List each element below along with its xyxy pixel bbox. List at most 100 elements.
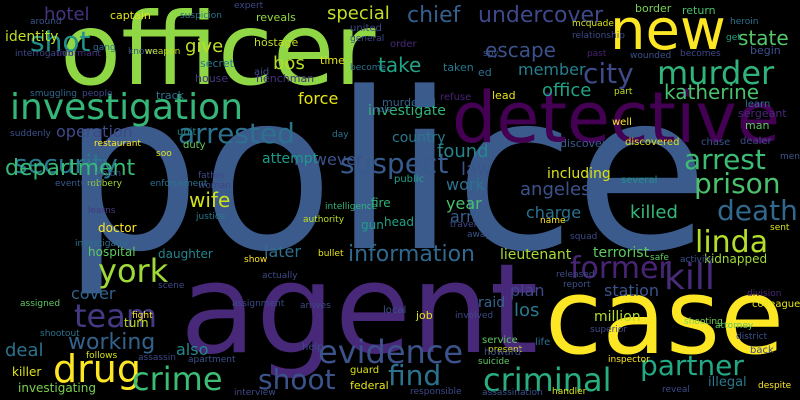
word-activity: activity [680, 255, 714, 265]
word-attempt: attempt [262, 151, 319, 167]
word-investigation: investigation [10, 87, 244, 128]
word-drug: drug [53, 347, 141, 391]
word-daughter: daughter [158, 247, 213, 261]
word-becomes: becomes [680, 49, 721, 59]
word-local: local [383, 305, 407, 316]
word-federal: federal [350, 379, 389, 392]
word-hotel: hotel [44, 4, 90, 25]
word-people: people [82, 89, 113, 99]
word-weapon: weapon [145, 47, 181, 57]
word-working: working [68, 330, 156, 355]
word-learn: learn [745, 99, 771, 110]
word-squad: squad [570, 232, 598, 242]
word-take: take [378, 53, 422, 77]
word-shoot: shoot [258, 363, 336, 396]
word-arrest: arrest [684, 143, 766, 176]
word-new: new [610, 0, 726, 63]
word-get: get [726, 33, 741, 43]
word-including: including [547, 166, 611, 182]
word-known: known [128, 47, 158, 57]
word-identity: identity [5, 29, 59, 45]
word-duty: duty [183, 140, 206, 151]
word-assassin: assassin [138, 353, 176, 363]
word-sent: sent [770, 223, 790, 233]
word-division: division [747, 289, 782, 299]
word-undercover: undercover [478, 3, 604, 28]
word-shooting: shooting [684, 317, 723, 327]
word-eventually: eventually [55, 179, 103, 189]
word-found: found [437, 141, 489, 162]
word-help: help [302, 342, 324, 353]
word-district: district [736, 332, 768, 342]
word-robbery: robbery [87, 179, 122, 189]
word-case: case [545, 256, 785, 378]
word-force: force [298, 89, 339, 108]
word-wounded: wounded [630, 51, 672, 61]
word-police: police [62, 47, 709, 300]
word-charge: charge [526, 203, 582, 222]
word-aid: aid [254, 67, 270, 78]
word-doctor: doctor [98, 221, 137, 235]
word-around: around [30, 17, 62, 27]
word-begin: begin [750, 44, 781, 57]
word-inspector: inspector [608, 355, 650, 365]
word-partner: partner [640, 349, 744, 382]
word-investigating: investigating [18, 381, 96, 395]
word-order: order [390, 39, 417, 50]
word-agent: agent [180, 238, 539, 382]
word-law: law [461, 159, 492, 180]
word-find: find [388, 359, 442, 392]
word-shot: shot [30, 25, 91, 58]
word-officer: officer [60, 0, 376, 108]
word-gang: gang [93, 43, 116, 53]
word-away: away [467, 230, 491, 240]
word-special: special [327, 3, 390, 24]
word-murder: murder [657, 54, 775, 92]
word-turn: turn [124, 316, 149, 330]
word-chief: chief [407, 3, 461, 28]
word-information: information [348, 242, 475, 267]
word-back: back [750, 345, 774, 356]
word-secret: secret [200, 57, 234, 70]
word-cover: cover [71, 284, 116, 303]
word-terrorist: terrorist [593, 245, 650, 261]
word-restaurant: restaurant [94, 139, 141, 149]
word-public: public [394, 174, 425, 185]
word-reveals: reveals [256, 11, 296, 24]
word-murdered: murdered [382, 96, 436, 109]
word-justice: justice [196, 212, 226, 222]
word-border: border [635, 2, 672, 15]
word-death: death [717, 194, 798, 227]
word-union: union [96, 169, 122, 179]
word-suspicion: suspicion [180, 11, 222, 21]
word-also: also [176, 340, 209, 359]
word-work: work [446, 175, 485, 194]
word-arm: arm [450, 207, 482, 226]
word-investigator: investigator [75, 239, 129, 249]
word-angeles: angeles [520, 179, 591, 200]
word-investigate: investigate [368, 103, 446, 119]
word-wife: wife [189, 188, 231, 212]
word-attorney: attorney [715, 321, 754, 331]
word-york: york [98, 252, 169, 290]
word-however: however [294, 150, 363, 169]
word-life: life [535, 337, 551, 348]
word-plan: plan [510, 281, 545, 300]
word-killer: killer [12, 365, 42, 379]
word-become: become [350, 63, 387, 73]
word-enforcement: enforcement [150, 179, 208, 189]
word-relationship: relationship [572, 31, 625, 41]
word-colleague: colleague [752, 299, 800, 310]
word-apartment: apartment [188, 355, 236, 365]
word-hospital: hospital [88, 245, 136, 259]
word-father: father [198, 171, 226, 181]
word-howard: howard [484, 347, 522, 358]
word-suicide: suicide [478, 357, 510, 367]
word-arrives: arrives [300, 301, 331, 311]
word-reveal: reveal [662, 385, 690, 395]
word-hostage: hostage [254, 36, 299, 49]
word-mole: mole [370, 105, 393, 115]
word-security: security [14, 150, 118, 180]
word-katherine: katherine [664, 80, 760, 104]
